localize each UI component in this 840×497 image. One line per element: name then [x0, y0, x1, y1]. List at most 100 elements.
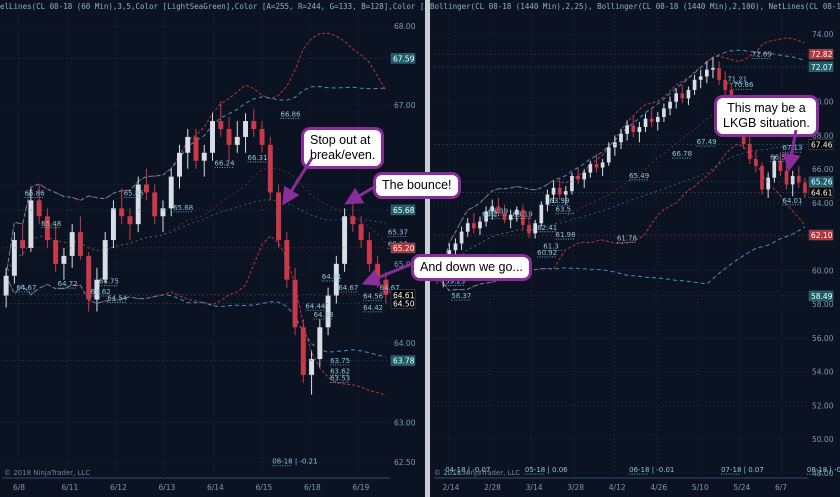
- price-tag-label: 72.07: [811, 63, 833, 72]
- candle-body: [267, 144, 273, 193]
- candle-body: [600, 162, 605, 168]
- candle-body: [333, 263, 339, 296]
- y-axis-tick-label: 74.00: [812, 30, 834, 39]
- price-label: 67.49: [697, 138, 717, 146]
- candle-body: [796, 175, 801, 183]
- x-axis-tick-label: 3/14: [526, 483, 543, 492]
- candle-body: [284, 240, 290, 280]
- price-label: 63.75: [330, 357, 350, 365]
- candle-body: [11, 240, 17, 276]
- candle-body: [28, 200, 34, 248]
- candle-body: [3, 275, 9, 296]
- price-label: 64.67: [16, 284, 36, 292]
- candle-body: [766, 177, 770, 190]
- price-chart-daily[interactable]: 74.0072.0070.0068.0066.0064.0062.0060.00…: [430, 0, 840, 497]
- candle-body: [102, 240, 108, 280]
- y-axis-tick-label: 62.50: [394, 458, 416, 467]
- bollinger-band-inner: [436, 226, 806, 292]
- price-label: 63.2: [482, 210, 498, 218]
- y-axis-tick-label: 66.00: [812, 165, 834, 174]
- candle-body: [698, 76, 703, 80]
- x-axis-tick-label: 4/26: [650, 483, 667, 492]
- chart-panel-daily[interactable]: Bollinger(CL 08-18 (1440 Min),2,25), Bol…: [430, 0, 840, 497]
- y-axis-tick-label: 48.00: [812, 469, 834, 478]
- panel-splitter[interactable]: [425, 0, 430, 497]
- price-tag-label: 64.61: [811, 189, 833, 198]
- x-axis-tick-label: 6/14: [207, 483, 224, 492]
- y-axis-tick-label: 56.00: [812, 334, 834, 343]
- candle-body: [711, 67, 715, 70]
- candle-body: [459, 231, 464, 244]
- candle-body: [350, 216, 356, 225]
- candle-body: [784, 170, 789, 185]
- price-label: 66.24: [215, 159, 236, 167]
- price-chart-60min[interactable]: 68.0067.0066.0065.0064.0063.0062.506/86/…: [0, 0, 425, 497]
- candle-body: [527, 224, 531, 234]
- price-tag: [390, 204, 416, 216]
- bollinger-band-inner: [5, 275, 387, 358]
- price-label: 04-18 | -0.07: [445, 466, 490, 474]
- x-axis-tick-label: 6/13: [158, 483, 175, 492]
- price-tag: [808, 61, 834, 73]
- candle-body: [588, 164, 593, 173]
- candle-body: [127, 216, 133, 225]
- candle-body: [717, 67, 721, 80]
- price-label: 63.62: [330, 367, 350, 375]
- price-label: 64.44: [305, 302, 326, 310]
- x-axis-tick-label: 6/11: [61, 483, 78, 492]
- price-label: 61.98: [556, 231, 576, 239]
- price-label: 65.49: [629, 172, 649, 180]
- annotation-lkgb: This may be a LKGB situation.: [714, 95, 819, 137]
- candle-body: [366, 240, 372, 264]
- y-axis-tick-label: 68.00: [812, 131, 834, 140]
- candle-body: [637, 127, 642, 133]
- price-label: 71.21: [727, 75, 747, 83]
- candle-body: [533, 223, 538, 234]
- price-label: 64.33: [314, 311, 334, 319]
- price-tag-label: 64.50: [393, 300, 415, 309]
- price-label: 63.99: [549, 197, 569, 205]
- indicator-header-60min: elLines(CL 08-18 (60 Min),3,5,Color [Lig…: [0, 2, 425, 11]
- candle-body: [94, 279, 100, 300]
- chart-panel-60min[interactable]: elLines(CL 08-18 (60 Min),3,5,Color [Lig…: [0, 0, 425, 497]
- price-tag: [390, 53, 416, 64]
- candle-body: [472, 223, 476, 229]
- candle-body: [557, 187, 562, 195]
- candle-body: [576, 175, 580, 180]
- candle-body: [375, 263, 381, 280]
- y-axis-tick-label: 64.00: [394, 339, 416, 348]
- candle-body: [723, 79, 728, 90]
- x-axis-tick-label: 6/12: [110, 483, 127, 492]
- x-axis-tick-label: 2/28: [484, 483, 501, 492]
- price-label: 64.54: [107, 294, 128, 302]
- candle-body: [680, 93, 685, 99]
- candle-body: [243, 121, 249, 137]
- candle-body: [325, 295, 331, 328]
- x-axis-tick-label: 5/24: [733, 483, 750, 492]
- price-label: 64.67: [338, 284, 358, 292]
- price-tag-label: 58.49: [811, 292, 833, 301]
- candle-body: [490, 206, 495, 212]
- candle-body: [662, 108, 666, 117]
- candle-body: [218, 121, 224, 130]
- candle-body: [545, 194, 550, 205]
- candle-body: [465, 223, 470, 232]
- price-label: 06-18 | -0.01: [629, 466, 674, 474]
- x-axis-tick-label: 6/7: [775, 483, 787, 492]
- price-tag: [808, 187, 834, 198]
- y-axis-tick-label: 70.00: [812, 98, 834, 107]
- bollinger-midline: [5, 199, 386, 276]
- price-label: 66.78: [672, 150, 692, 158]
- price-tag: [808, 176, 834, 187]
- price-label: 67.13: [782, 144, 802, 152]
- candle-body: [539, 204, 544, 224]
- price-label: 66.59: [770, 153, 790, 161]
- candle-body: [317, 327, 323, 360]
- candle-body: [110, 208, 116, 241]
- candle-body: [251, 121, 257, 130]
- price-tag-label: 67.59: [393, 54, 415, 63]
- price-label: 08-18 | -0.2: [807, 466, 840, 474]
- candle-body: [606, 147, 611, 163]
- candle-body: [619, 133, 623, 143]
- price-label: 61.3: [543, 243, 559, 251]
